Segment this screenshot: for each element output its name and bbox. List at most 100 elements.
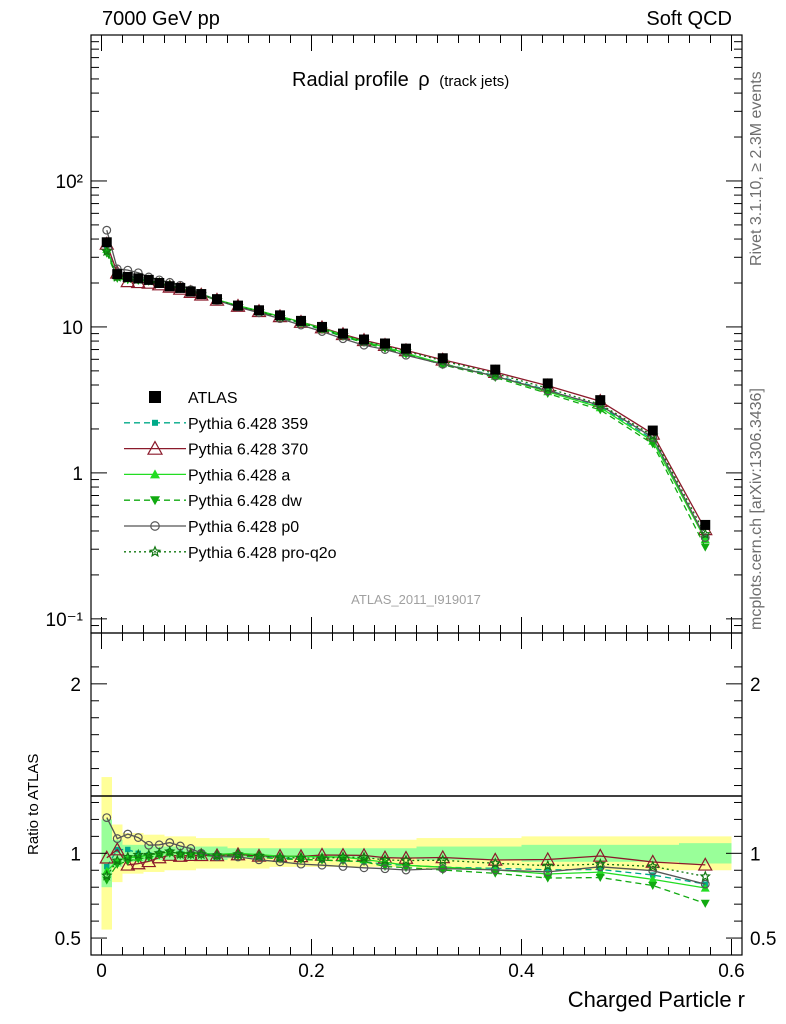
ratio-data-point <box>122 851 134 863</box>
ratio-data-point <box>211 849 223 861</box>
ratio-data-point <box>595 867 605 876</box>
ratio-series-line <box>106 817 706 885</box>
legend-item: Pythia 6.428 370 <box>124 440 308 459</box>
ratio-data-point <box>542 859 554 871</box>
analysis-label: ATLAS_2011_I919017 <box>351 592 481 607</box>
ratio-data-point <box>233 852 243 862</box>
series-atlas <box>101 237 711 530</box>
ratio-y-tick-label-right: 1 <box>750 844 761 865</box>
ratio-band-green <box>679 843 732 864</box>
ratio-data-point <box>337 851 349 862</box>
data-point <box>102 225 112 235</box>
ratio-data-point <box>489 857 501 869</box>
main-plot-frame <box>90 34 743 634</box>
data-point <box>542 378 553 389</box>
data-point <box>101 237 112 248</box>
main-axis-ticks: 10⁻¹ 1 10 10² <box>46 35 742 634</box>
ratio-data-point <box>133 833 143 842</box>
title-symbol: ρ <box>418 69 429 91</box>
ratio-band-green <box>374 848 396 859</box>
data-point <box>101 245 113 257</box>
ratio-band-green <box>395 848 417 859</box>
data-point <box>254 305 264 316</box>
data-point <box>275 310 285 321</box>
ratio-y-tick-label-right: 2 <box>750 675 761 696</box>
ratio-data-point <box>275 857 285 867</box>
data-point <box>233 300 243 311</box>
legend-label: Pythia 6.428 359 <box>188 416 308 433</box>
y-tick-label: 10² <box>56 172 83 193</box>
legend-marker <box>150 496 160 506</box>
legend-marker <box>148 545 162 558</box>
ratio-data-point <box>112 834 122 844</box>
ratio-data-point <box>102 813 112 823</box>
legend-label: Pythia 6.428 pro-q2o <box>188 545 337 562</box>
data-point <box>122 271 133 282</box>
ratio-data-point <box>174 848 186 860</box>
data-point <box>699 528 711 540</box>
ratio-data-point <box>132 848 144 860</box>
ratio-data-point <box>379 853 391 865</box>
legend-item: Pythia 6.428 a <box>124 467 290 484</box>
data-point <box>185 286 196 297</box>
data-point <box>164 281 175 292</box>
ratio-data-point <box>699 870 711 882</box>
data-point <box>595 395 606 406</box>
ratio-series-pythia-6-428-pro-q2o <box>101 845 711 882</box>
ratio-data-point <box>438 864 448 874</box>
ratio-data-point <box>437 854 449 866</box>
main-series <box>99 225 713 552</box>
ratio-data-point <box>380 864 390 874</box>
y-tick-label: 10⁻¹ <box>46 610 84 631</box>
ratio-data-point <box>648 874 658 883</box>
ratio-data-point <box>253 849 265 861</box>
ratio-data-point <box>700 899 710 908</box>
ratio-data-point <box>316 852 328 864</box>
data-point <box>380 338 390 349</box>
legend-item: Pythia 6.428 dw <box>124 493 302 510</box>
data-point <box>175 282 186 293</box>
legend-label: Pythia 6.428 p0 <box>188 519 299 536</box>
ratio-data-point <box>130 855 146 870</box>
ratio-data-point <box>400 854 412 866</box>
data-point <box>296 315 306 326</box>
ratio-data-point <box>111 854 123 866</box>
ratio-data-point <box>700 879 710 889</box>
ratio-data-point <box>120 857 136 871</box>
ratio-y-tick-label-right: 0.5 <box>750 929 776 950</box>
legend: ATLAS Pythia 6.428 359 Pythia 6.428 370 Pyt… <box>124 390 337 562</box>
ratio-data-point <box>595 862 605 872</box>
legend-label: Pythia 6.428 a <box>188 467 290 484</box>
energy-label: 7000 GeV pp <box>102 8 220 30</box>
data-point <box>196 289 207 300</box>
x-tick-label: 0.6 <box>718 961 744 982</box>
ratio-data-point <box>543 874 553 883</box>
ratio-data-point <box>401 864 411 873</box>
ratio-y-tick-label: 2 <box>70 675 81 696</box>
ratio-data-point <box>125 846 131 853</box>
title-suffix: (track jets) <box>439 73 509 90</box>
ratio-data-point <box>232 848 244 860</box>
ratio-data-point <box>99 850 115 864</box>
data-point <box>143 274 154 285</box>
data-point <box>317 321 327 332</box>
ratio-data-point <box>164 845 176 857</box>
ratio-band-green <box>626 844 679 862</box>
ratio-series <box>99 813 713 908</box>
data-point <box>212 294 222 305</box>
ratio-data-point <box>123 829 133 839</box>
chart-title: Radial profile ρ (track jets) <box>292 69 509 91</box>
data-point <box>133 273 144 284</box>
ratio-y-tick-label: 1 <box>70 844 81 865</box>
ratio-data-point <box>141 853 157 868</box>
ratio-data-point <box>101 869 113 881</box>
ratio-y-tick-label: 0.5 <box>55 929 81 950</box>
x-tick-label: 0 <box>96 961 107 982</box>
legend-marker <box>150 469 160 479</box>
ratio-data-point <box>212 852 222 862</box>
category-label: Soft QCD <box>646 8 732 30</box>
x-tick-label: 0.4 <box>508 961 535 982</box>
ratio-data-point <box>540 851 556 866</box>
ratio-axis-ticks: 0.5 0.5 1 1 2 2 0 0.2 0.4 0.6 <box>55 633 776 982</box>
